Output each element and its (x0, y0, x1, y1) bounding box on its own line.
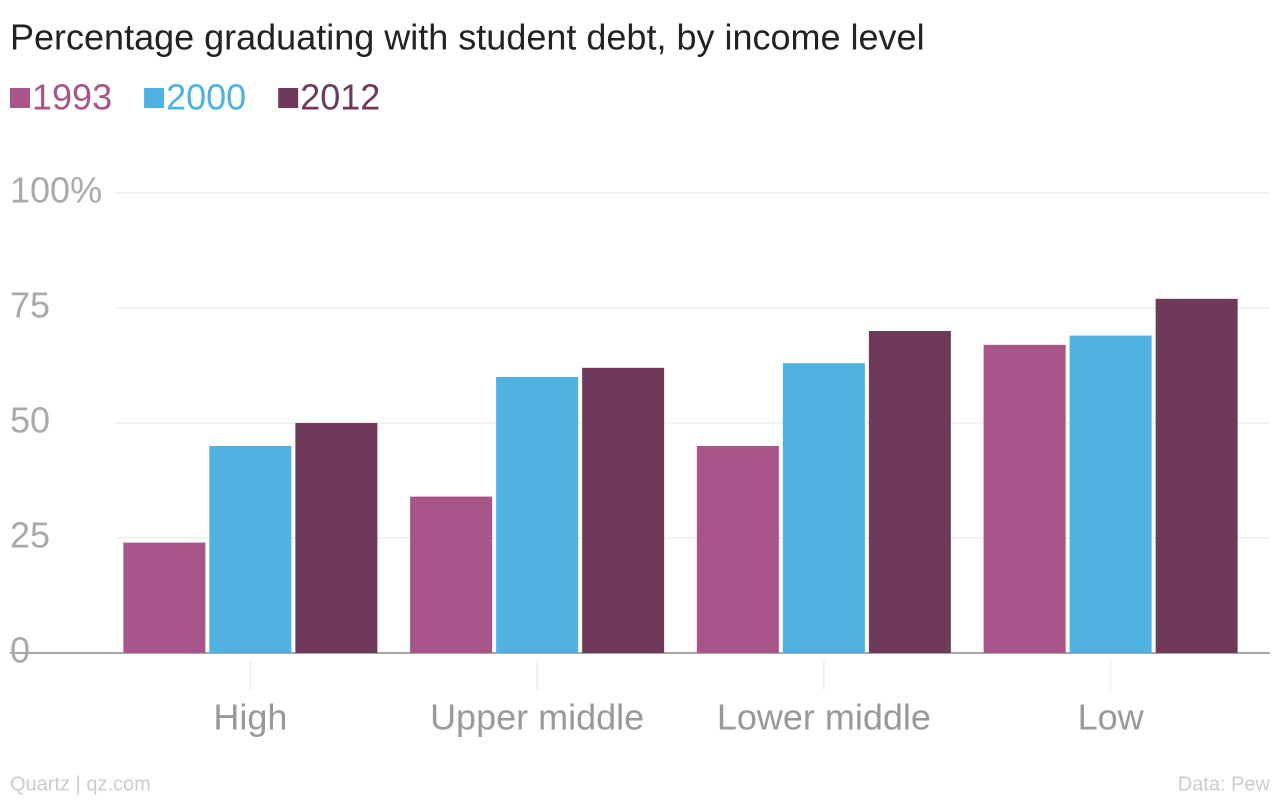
x-tick-label: Lower middle (717, 697, 931, 738)
bar (123, 542, 206, 653)
legend-label: 2012 (300, 77, 380, 118)
bar (782, 363, 865, 653)
legend-label: 2000 (166, 77, 246, 118)
legend-swatch (10, 88, 30, 108)
bar (1155, 298, 1238, 653)
x-tick-label: Low (1078, 697, 1145, 738)
source: Data: Pew (1178, 773, 1271, 795)
bar (295, 423, 378, 653)
bar (410, 496, 493, 653)
bar (868, 331, 951, 653)
legend-label: 1993 (32, 77, 112, 118)
y-tick-label: 100% (10, 170, 102, 211)
x-tick-label: Upper middle (430, 697, 644, 738)
bar (983, 344, 1066, 653)
bar (696, 446, 779, 653)
y-tick-label: 0 (10, 630, 30, 671)
y-tick-label: 75 (10, 285, 50, 326)
x-tick-label: High (213, 697, 287, 738)
y-tick-label: 25 (10, 515, 50, 556)
chart-title: Percentage graduating with student debt,… (10, 17, 925, 58)
y-tick-label: 50 (10, 400, 50, 441)
bar (209, 446, 292, 653)
legend-swatch (144, 88, 165, 108)
bar (582, 367, 665, 653)
credit: Quartz | qz.com (10, 773, 151, 795)
legend-swatch (278, 88, 299, 108)
bar (1069, 335, 1152, 653)
bar (496, 377, 579, 653)
